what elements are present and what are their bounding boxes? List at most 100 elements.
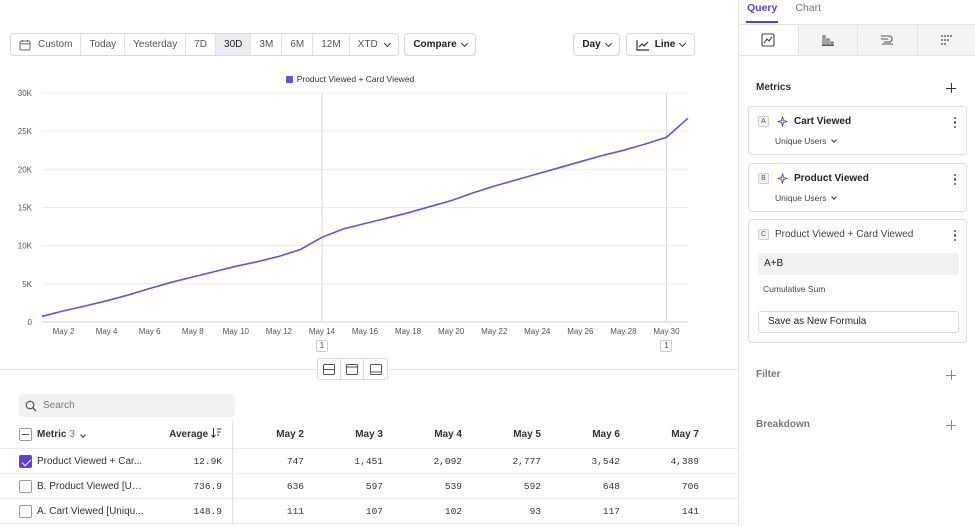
row-value: 107: [365, 506, 383, 517]
formula-input[interactable]: A+B: [758, 253, 959, 275]
compare-label: Compare: [413, 39, 457, 50]
range-xtd[interactable]: XTD: [350, 34, 398, 55]
metric-card-c-formula[interactable]: C Product Viewed + Card Viewed A+B Cumul…: [748, 219, 967, 343]
tab-funnels[interactable]: [798, 25, 858, 55]
add-filter-icon[interactable]: [946, 370, 956, 380]
table-row[interactable]: A. Cart Viewed [Uniqu... 148.9 111 107 1…: [0, 499, 738, 524]
chevron-down-icon: [604, 39, 612, 47]
range-custom-label: Custom: [38, 39, 73, 50]
measure-dropdown[interactable]: Unique Users: [775, 193, 837, 203]
range-12m[interactable]: 12M: [313, 34, 350, 55]
row-metric-label: Product Viewed + Car...: [37, 456, 143, 467]
tab-flows[interactable]: [858, 25, 918, 55]
metric-card-a[interactable]: A Cart Viewed Unique Users: [748, 106, 967, 155]
table-row[interactable]: Product Viewed + Car... 12.9K 747 1,451 …: [0, 449, 738, 474]
x-tick-label: May 28: [610, 327, 637, 336]
x-tick-label: May 18: [395, 327, 422, 336]
range-xtd-label: XTD: [357, 39, 378, 50]
report-area: Custom Today Yesterday 7D 30D 3M 6M 12M …: [0, 0, 738, 526]
aggregation-label[interactable]: Cumulative Sum: [763, 284, 826, 294]
chart-grid: [42, 92, 688, 323]
measure-label: Unique Users: [775, 136, 827, 146]
x-tick-label: May 20: [438, 327, 465, 336]
more-options-icon[interactable]: [954, 174, 957, 187]
row-value: 706: [681, 481, 699, 492]
chart-type-dropdown[interactable]: Line: [626, 33, 695, 56]
annotation-marker[interactable]: 1: [660, 340, 673, 352]
layout-table-button[interactable]: [364, 359, 387, 379]
search-input[interactable]: [43, 400, 223, 411]
more-options-icon[interactable]: [954, 230, 957, 243]
table-row[interactable]: B. Product Viewed [Uni... 736.9 636 597 …: [0, 474, 738, 499]
layout-split-button[interactable]: [318, 359, 341, 379]
range-custom[interactable]: Custom: [11, 34, 82, 55]
row-metric-label: B. Product Viewed [Uni...: [37, 481, 147, 492]
search-box: [19, 394, 235, 417]
measure-dropdown[interactable]: Unique Users: [775, 136, 837, 146]
row-checkbox[interactable]: [19, 480, 32, 493]
annotation-marker[interactable]: 1: [315, 340, 328, 352]
row-value: 111: [286, 506, 304, 517]
chevron-down-icon: [679, 39, 687, 47]
row-value: 93: [529, 506, 541, 517]
chevron-down-icon: [830, 136, 837, 143]
x-axis: May 2 May 4 May 6 May 8 May 10 May 12 May 14 Ma…: [53, 327, 680, 336]
range-today[interactable]: Today: [81, 34, 126, 55]
row-value: 102: [444, 506, 462, 517]
granularity-dropdown[interactable]: Day: [573, 33, 620, 56]
metric-card-b[interactable]: B Product Viewed Unique Users: [748, 163, 967, 212]
row-value: 648: [602, 481, 620, 492]
layout-chart-button[interactable]: [341, 359, 364, 379]
range-7d[interactable]: 7D: [186, 34, 217, 55]
y-tick-label: 20K: [18, 165, 33, 174]
retention-grid-icon: [940, 35, 952, 45]
breakdown-section-title[interactable]: Breakdown: [756, 419, 810, 430]
event-sparkle-icon: [777, 173, 788, 184]
tab-insights[interactable]: [739, 25, 799, 55]
range-3m[interactable]: 3M: [251, 34, 283, 55]
row-value: 2,092: [433, 456, 462, 467]
filter-section-title[interactable]: Filter: [756, 369, 781, 380]
calendar-icon: [19, 39, 31, 50]
row-checkbox[interactable]: [19, 455, 32, 468]
y-axis: 0 5K 10K 15K 20K 25K 30K: [18, 89, 33, 327]
compare-button[interactable]: Compare: [404, 33, 476, 56]
y-tick-label: 15K: [18, 204, 33, 213]
row-value: 2,777: [512, 456, 541, 467]
metric-column-header[interactable]: Metric 3: [37, 421, 147, 449]
row-checkbox[interactable]: [19, 505, 32, 518]
x-tick-label: May 14: [309, 327, 336, 336]
chart-type-label: Line: [654, 39, 676, 50]
metric-letter: B: [758, 173, 769, 184]
select-all-checkbox[interactable]: [19, 428, 32, 441]
data-table: Metric 3 Average May 2 May 3 May 4 May 5…: [0, 421, 738, 524]
range-30d[interactable]: 30D: [216, 34, 252, 55]
y-tick-label: 30K: [18, 89, 33, 98]
tab-chart[interactable]: Chart: [795, 2, 822, 14]
x-tick-label: May 12: [266, 327, 293, 336]
flows-icon: [881, 35, 894, 45]
row-average: 148.9: [193, 506, 222, 517]
average-column-header[interactable]: Average: [150, 421, 222, 449]
tab-retention[interactable]: [917, 25, 975, 55]
table-view-icon: [369, 363, 382, 375]
row-value: 3,542: [591, 456, 620, 467]
tab-query[interactable]: Query: [745, 0, 779, 23]
formula-name: Product Viewed + Card Viewed: [775, 229, 914, 240]
more-options-icon[interactable]: [954, 117, 957, 130]
query-panel: Query Chart Metrics A Cart Viewed Unique…: [738, 0, 975, 526]
row-value: 592: [523, 481, 541, 492]
legend-label: Product Viewed + Card Viewed: [296, 74, 415, 84]
range-6m[interactable]: 6M: [282, 34, 314, 55]
panel-tabs: Query Chart: [745, 0, 822, 24]
range-yesterday[interactable]: Yesterday: [125, 34, 187, 55]
add-breakdown-icon[interactable]: [946, 420, 956, 430]
chevron-down-icon: [383, 39, 391, 47]
x-tick-label: May 16: [352, 327, 379, 336]
series-line[interactable]: [41, 117, 689, 318]
measure-label: Unique Users: [775, 193, 827, 203]
save-formula-button[interactable]: Save as New Formula: [758, 311, 959, 333]
add-metric-icon[interactable]: [946, 83, 956, 93]
